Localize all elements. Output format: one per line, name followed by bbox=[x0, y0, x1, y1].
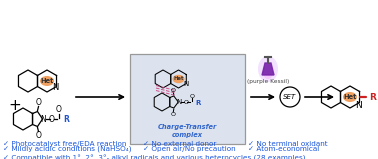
Ellipse shape bbox=[172, 75, 184, 83]
Text: Het: Het bbox=[173, 76, 184, 82]
Text: O: O bbox=[56, 106, 62, 114]
Ellipse shape bbox=[343, 92, 357, 102]
Text: O: O bbox=[170, 87, 175, 93]
Polygon shape bbox=[262, 63, 274, 75]
Circle shape bbox=[280, 87, 300, 107]
Text: ✓ No external donor: ✓ No external donor bbox=[143, 141, 216, 147]
Text: SET: SET bbox=[284, 94, 297, 100]
Text: ✓ Mildly acidic conditions (NaHSO₄): ✓ Mildly acidic conditions (NaHSO₄) bbox=[3, 145, 132, 152]
Text: ✓ Compatible with 1°, 2°, 3°- alkyl radicals and various heterocycles (28 exampl: ✓ Compatible with 1°, 2°, 3°- alkyl radi… bbox=[3, 155, 305, 159]
Text: R: R bbox=[196, 100, 201, 106]
Ellipse shape bbox=[258, 56, 278, 82]
Text: O: O bbox=[36, 98, 42, 107]
Text: R: R bbox=[64, 115, 70, 124]
Text: O: O bbox=[170, 111, 175, 117]
Text: R: R bbox=[369, 93, 376, 101]
Text: N: N bbox=[355, 100, 361, 110]
Text: ✓ No terminal oxidant: ✓ No terminal oxidant bbox=[248, 141, 328, 147]
Text: ✓ Atom-economical: ✓ Atom-economical bbox=[248, 146, 319, 152]
Text: +: + bbox=[9, 98, 22, 114]
Text: O: O bbox=[183, 100, 188, 104]
Text: O: O bbox=[36, 131, 42, 140]
Text: N: N bbox=[52, 83, 59, 93]
Text: N: N bbox=[177, 99, 182, 105]
Text: O: O bbox=[49, 114, 54, 124]
Text: Het: Het bbox=[40, 78, 54, 84]
Text: ✓ Photocatalyst free/EDA reaction: ✓ Photocatalyst free/EDA reaction bbox=[3, 141, 126, 147]
Text: Charge-Transfer
complex: Charge-Transfer complex bbox=[158, 124, 217, 138]
Text: N: N bbox=[183, 82, 189, 87]
Text: (purple Kessil): (purple Kessil) bbox=[247, 79, 289, 83]
Text: ✓ Open air/No precaution: ✓ Open air/No precaution bbox=[143, 146, 235, 152]
Text: O: O bbox=[189, 93, 194, 98]
Text: Het: Het bbox=[343, 94, 356, 100]
Ellipse shape bbox=[263, 65, 273, 79]
Text: N: N bbox=[41, 114, 46, 124]
FancyBboxPatch shape bbox=[130, 54, 245, 144]
Ellipse shape bbox=[40, 76, 54, 86]
